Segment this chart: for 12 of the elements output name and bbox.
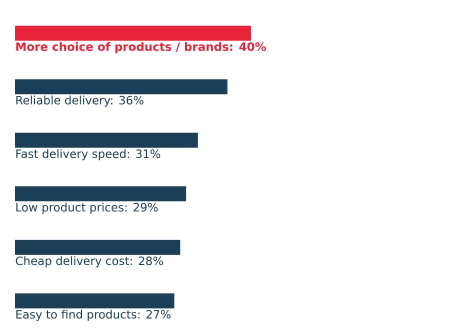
- data-label: Low product prices: 29%: [16, 202, 158, 214]
- data-label: Reliable delivery: 36%: [16, 96, 144, 107]
- bar: [15, 132, 198, 148]
- data-label: Easy to find products: 27%: [16, 310, 171, 321]
- bar: [15, 293, 174, 308]
- bar: [15, 26, 251, 41]
- bar: [15, 186, 186, 202]
- data-label: Cheap delivery cost: 28%: [16, 256, 163, 268]
- bar: [15, 79, 228, 94]
- bar: [15, 240, 180, 255]
- data-label: Fast delivery speed: 31%: [16, 149, 160, 160]
- data-label: More choice of products / brands: 40%: [16, 42, 266, 54]
